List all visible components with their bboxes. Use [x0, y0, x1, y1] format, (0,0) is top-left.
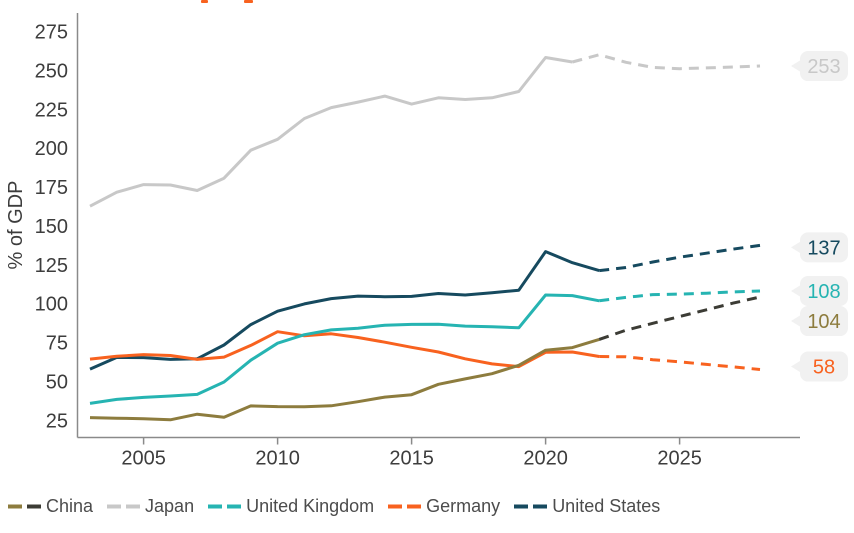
legend-dash-solid — [8, 504, 22, 509]
y-tick-label: 100 — [35, 294, 68, 316]
x-tick-label: 2005 — [121, 448, 166, 470]
legend-item-china: China — [8, 496, 93, 517]
end-label-china: 104 — [791, 306, 848, 337]
clipped-title-fragment — [244, 0, 253, 3]
legend-label: United Kingdom — [246, 496, 375, 516]
legend-dash-projection — [407, 504, 422, 509]
x-tick-label: 2010 — [255, 448, 300, 470]
y-tick-label: 275 — [35, 22, 68, 44]
y-tick-label: 75 — [46, 333, 68, 355]
series-projection-germany — [599, 355, 761, 371]
series-projection-united-states — [599, 243, 761, 273]
end-label-bubble — [800, 306, 848, 337]
legend-dash-solid — [107, 504, 122, 509]
end-label-bubble — [800, 351, 848, 382]
legend-item-germany: Germany — [388, 496, 500, 517]
legend-dash-projection — [533, 504, 548, 509]
legend-swatch-united-kingdom — [208, 504, 242, 509]
y-tick-label: 125 — [35, 255, 68, 277]
end-label-germany: 58 — [791, 351, 848, 382]
series-lines — [89, 53, 761, 422]
clipped-title-fragment — [201, 0, 208, 3]
series-projection-japan — [572, 53, 761, 71]
legend: China Japan United Kingdom Germany United St… — [8, 496, 660, 517]
end-label-value: 137 — [807, 237, 840, 259]
legend-swatch-china — [8, 504, 41, 509]
end-label-united-kingdom: 108 — [791, 275, 848, 306]
end-label-value: 253 — [807, 56, 840, 78]
y-tick-label: 150 — [35, 216, 68, 238]
end-value-labels: 104 253 108 58 137 — [791, 51, 848, 382]
axes — [76, 13, 800, 439]
legend-dash-projection — [126, 504, 141, 509]
x-tick-label: 2015 — [389, 448, 434, 470]
series-line-united-kingdom — [89, 293, 600, 405]
legend-dash-solid — [208, 504, 223, 509]
series-line-china — [89, 337, 600, 422]
legend-swatch-japan — [107, 504, 141, 509]
x-axis-tick-labels: 2005 2010 2015 2020 2025 — [121, 437, 702, 470]
legend-swatch-germany — [388, 504, 422, 509]
legend-item-japan: Japan — [107, 496, 194, 517]
y-tick-label: 50 — [46, 372, 68, 394]
legend-dash-solid — [514, 504, 529, 509]
y-tick-label: 250 — [35, 60, 68, 82]
series-projection-united-kingdom — [599, 289, 761, 303]
x-tick-label: 2025 — [657, 448, 702, 470]
end-label-bubble — [800, 232, 848, 263]
legend-label: Japan — [145, 496, 195, 516]
y-tick-label: 225 — [35, 99, 68, 121]
legend-label: United States — [552, 496, 661, 516]
legend-label: China — [46, 496, 94, 516]
end-label-bubble — [800, 51, 848, 82]
series-line-united-states — [89, 250, 600, 371]
legend-dash-projection — [27, 504, 41, 509]
end-label-bubble — [800, 275, 848, 306]
legend-dash-projection — [227, 504, 242, 509]
legend-dash-solid — [388, 504, 403, 509]
series-line-japan — [89, 56, 573, 208]
end-label-japan: 253 — [791, 51, 848, 82]
end-label-value: 108 — [807, 281, 840, 303]
legend-item-united-states: United States — [514, 496, 660, 517]
y-tick-label: 175 — [35, 177, 68, 199]
legend-item-united-kingdom: United Kingdom — [208, 496, 374, 517]
x-tick-label: 2020 — [523, 448, 568, 470]
y-tick-label: 200 — [35, 138, 68, 160]
y-axis-title: % of GDP — [5, 181, 27, 270]
legend-swatch-united-states — [514, 504, 548, 509]
y-tick-label: 25 — [46, 410, 68, 432]
end-label-value: 58 — [813, 357, 835, 379]
end-label-united-states: 137 — [791, 232, 848, 263]
y-axis-tick-labels: 25 50 75 100 125 150 175 200 225 250 275 — [35, 22, 68, 433]
legend-label: Germany — [426, 496, 501, 516]
end-label-value: 104 — [807, 311, 840, 333]
series-projection-china — [598, 295, 761, 341]
